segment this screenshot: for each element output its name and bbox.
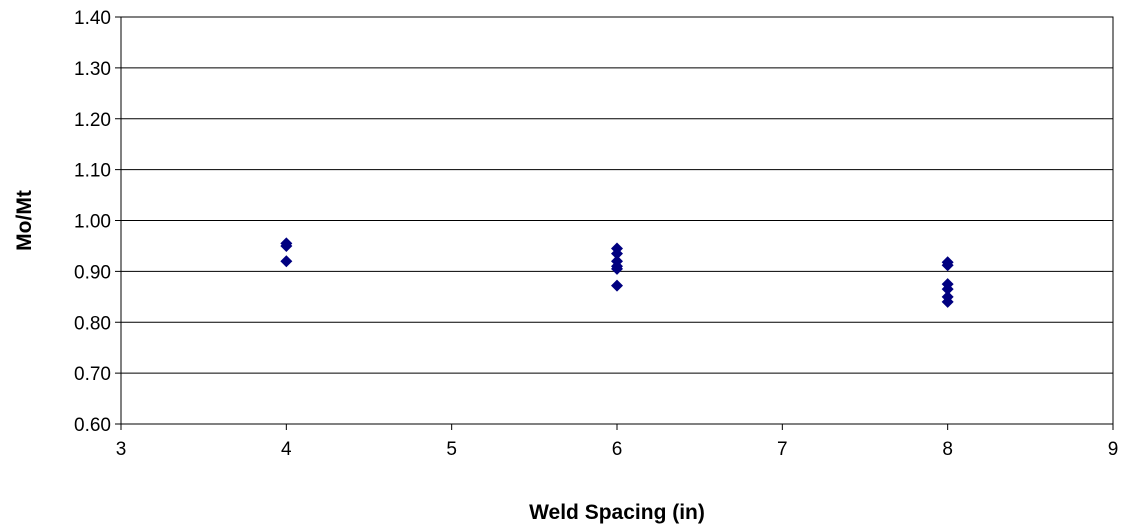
x-tick-label: 3 xyxy=(116,439,127,460)
data-point xyxy=(611,262,623,275)
x-axis-title: Weld Spacing (in) xyxy=(529,501,705,524)
y-tick-label: 1.30 xyxy=(74,59,111,80)
data-points xyxy=(280,237,954,308)
data-point xyxy=(941,283,954,296)
x-tick-label: 4 xyxy=(281,439,292,460)
x-tick-label: 9 xyxy=(1108,439,1119,460)
y-tick-label: 1.10 xyxy=(74,161,111,182)
x-tick-label: 5 xyxy=(446,439,457,460)
data-point xyxy=(941,295,954,308)
data-point xyxy=(280,239,293,252)
gridlines xyxy=(121,67,1113,374)
data-point xyxy=(611,279,623,292)
x-tick-label: 8 xyxy=(942,439,953,460)
data-point xyxy=(280,255,293,268)
x-tick-label: 6 xyxy=(612,439,623,460)
y-axis-ticks: 0.60 0.70 0.80 0.90 1.00 1.10 1.20 1.30 1.40 xyxy=(74,8,121,436)
y-tick-label: 0.60 xyxy=(74,415,111,436)
data-point xyxy=(611,247,623,260)
y-tick-label: 0.80 xyxy=(74,313,111,334)
data-point xyxy=(941,259,954,272)
y-tick-label: 0.70 xyxy=(74,364,111,385)
x-axis-ticks: 3 4 5 6 7 8 9 xyxy=(116,424,1119,460)
y-tick-label: 0.90 xyxy=(74,262,111,283)
y-tick-label: 1.40 xyxy=(74,8,111,29)
y-axis-title: Mo/Mt xyxy=(13,190,36,251)
x-tick-label: 7 xyxy=(777,439,788,460)
y-tick-label: 1.00 xyxy=(74,212,111,233)
y-tick-label: 1.20 xyxy=(74,110,111,131)
